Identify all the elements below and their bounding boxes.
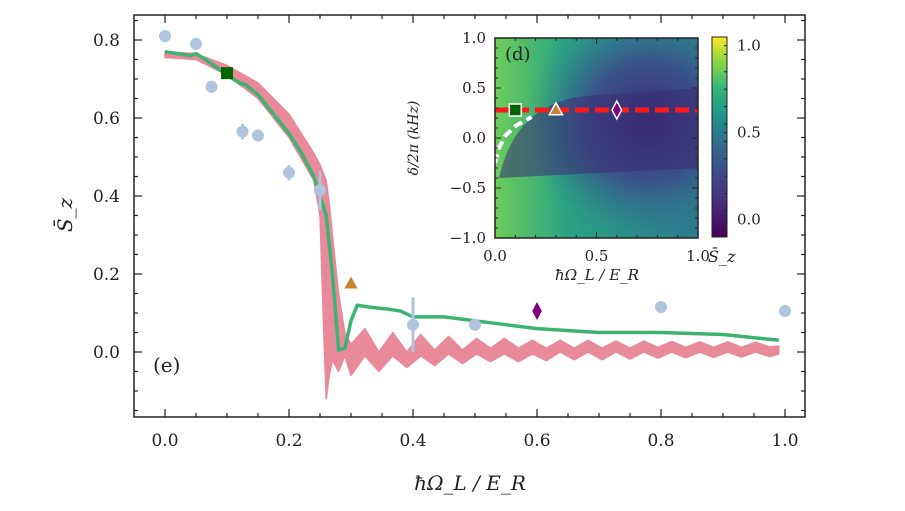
inset-y-tick-label: −0.5: [450, 179, 486, 197]
x-axis-label: ħΩ_L / E_R: [414, 471, 526, 495]
x-tick-label: 0.8: [647, 431, 674, 451]
main-plot: 0.0 0.2 0.4 0.6 0.8 1.0 0.0 0.2 0.4 0.6 0.8 ħΩ_L / …: [52, 14, 806, 495]
data-point: [205, 80, 218, 93]
colorbar: [711, 36, 728, 238]
plot-area: [159, 30, 791, 400]
data-point: [655, 301, 667, 314]
data-point: [236, 125, 249, 138]
x-tick-label: 0.2: [275, 431, 302, 451]
data-point: [159, 30, 171, 43]
inset-x-tick-label: 0.0: [483, 247, 507, 265]
y-tick-label: 0.0: [93, 343, 120, 363]
y-tick-label: 0.4: [93, 187, 120, 207]
theory-band: [164, 50, 780, 400]
data-point: [407, 318, 419, 331]
triangle-marker: [548, 101, 564, 116]
data-point: [469, 318, 481, 331]
data-point: [779, 305, 791, 318]
panel-label: (e): [153, 353, 180, 377]
inset-x-axis-label: ħΩ_L / E_R: [555, 266, 639, 284]
colorbar-tick-label: 0.5: [737, 124, 761, 142]
diamond-marker: [532, 302, 542, 321]
inset-heatmap: 0.0 0.5 1.0 −1.0 −0.5 0.0 0.5 1.0 ħΩ_L / E_R δ/2π…: [406, 29, 761, 284]
inset-x-tick-label: 0.5: [585, 247, 609, 265]
heatmap-area: [495, 38, 698, 238]
diamond-marker: [611, 99, 623, 121]
inset-y-tick-label: −1.0: [450, 229, 486, 247]
inset-panel-label: (d): [505, 44, 531, 65]
inset-y-tick-label: 1.0: [462, 29, 486, 47]
triangle-marker: [344, 276, 358, 289]
colorbar-label: S̄_z: [708, 245, 736, 266]
x-tick-label: 1.0: [771, 431, 798, 451]
x-tick-label: 0.6: [523, 431, 550, 451]
inset-y-axis-label: δ/2π (kHz): [406, 101, 422, 176]
y-tick-label: 0.6: [93, 109, 120, 129]
y-tick-label: 0.8: [93, 31, 120, 51]
square-marker: [221, 67, 233, 80]
square-marker: [508, 103, 523, 117]
colorbar-tick-label: 0.0: [737, 211, 761, 229]
inset-y-tick-label: 0.5: [462, 79, 486, 97]
y-tick-label: 0.2: [93, 265, 120, 285]
inset-y-tick-label: 0.0: [462, 129, 486, 147]
colorbar-tick-label: 1.0: [737, 37, 761, 55]
white-dashed-boundary: [495, 115, 533, 164]
inset-x-tick-label: 1.0: [686, 247, 710, 265]
y-axis-label: S̄_z: [52, 197, 77, 232]
x-tick-label: 0.0: [151, 431, 178, 451]
data-point: [283, 166, 295, 179]
x-tick-label: 0.4: [399, 431, 426, 451]
data-point: [314, 184, 326, 197]
data-point: [190, 37, 202, 50]
data-point: [252, 129, 264, 142]
